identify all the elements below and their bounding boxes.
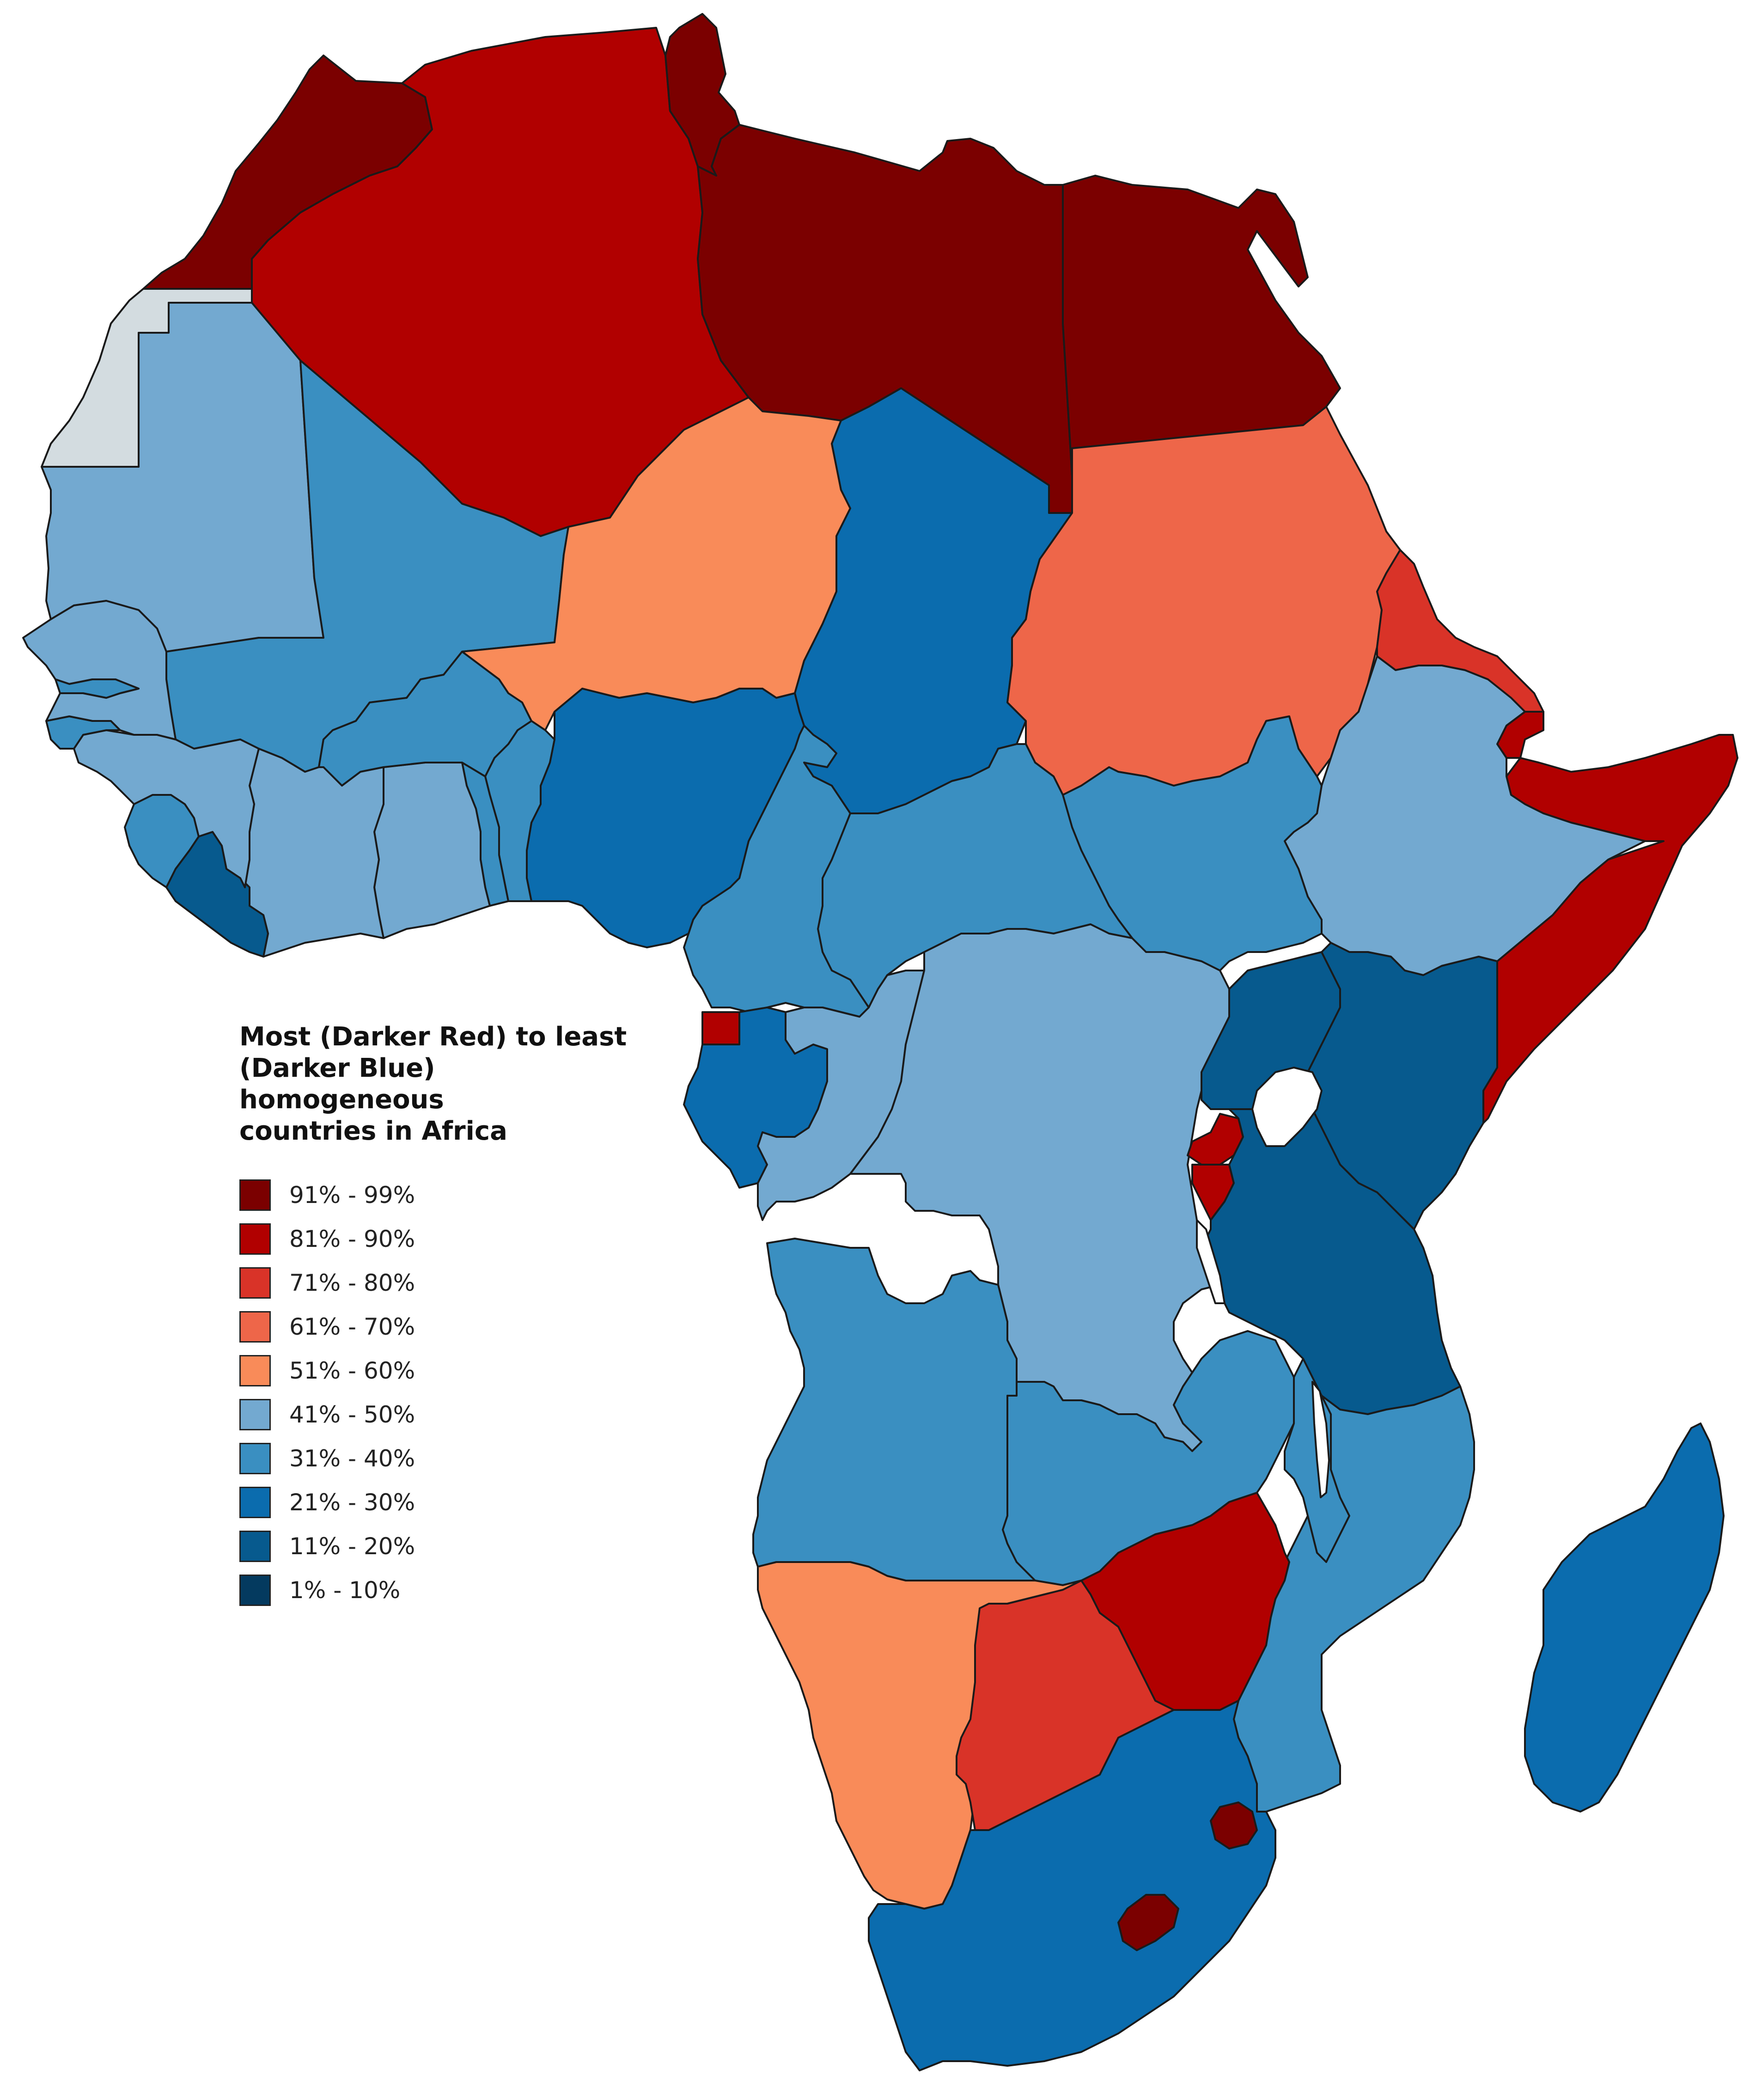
region-equatorial-guinea: [701, 1011, 740, 1045]
legend-label: 31% - 40%: [289, 1445, 415, 1472]
region-tunisia: [665, 13, 740, 177]
legend-item: 1% - 10%: [239, 1568, 655, 1612]
legend-swatch: [239, 1442, 271, 1474]
legend-swatch: [239, 1267, 271, 1299]
legend-label: 41% - 50%: [289, 1401, 415, 1428]
region-lesotho: [1117, 1894, 1179, 1951]
region-kenya: [1302, 942, 1498, 1230]
legend-swatch: [239, 1355, 271, 1386]
legend-swatch: [239, 1530, 271, 1562]
region-angola: [752, 1238, 1036, 1581]
legend-items: 91% - 99% 81% - 90% 71% - 80% 61% - 70% …: [239, 1173, 655, 1612]
region-mauritania: [41, 302, 324, 653]
region-south-africa: [868, 1700, 1276, 2071]
legend-label: 91% - 99%: [289, 1181, 415, 1209]
legend-label: 61% - 70%: [289, 1313, 415, 1340]
lake-tanganyika: [1196, 1219, 1226, 1304]
legend-label: 51% - 60%: [289, 1357, 415, 1384]
legend-label: 1% - 10%: [289, 1576, 401, 1604]
region-eswatini: [1210, 1801, 1258, 1850]
legend: Most (Darker Red) to least (Darker Blue)…: [239, 1021, 655, 1612]
region-gambia: [55, 678, 140, 699]
legend-swatch: [239, 1398, 271, 1430]
region-zambia: [1002, 1330, 1295, 1586]
region-madagascar: [1524, 1422, 1725, 1813]
legend-item: 11% - 20%: [239, 1524, 655, 1568]
legend-item: 91% - 99%: [239, 1173, 655, 1217]
legend-item: 31% - 40%: [239, 1436, 655, 1480]
legend-item: 41% - 50%: [239, 1392, 655, 1436]
legend-swatch: [239, 1574, 271, 1606]
legend-title-line-3: countries in Africa: [239, 1116, 507, 1146]
lake-malawi: [1311, 1381, 1330, 1498]
legend-item: 51% - 60%: [239, 1349, 655, 1392]
legend-item: 81% - 90%: [239, 1217, 655, 1261]
legend-swatch: [239, 1486, 271, 1518]
legend-label: 11% - 20%: [289, 1532, 415, 1560]
legend-label: 81% - 90%: [289, 1225, 415, 1252]
legend-item: 61% - 70%: [239, 1305, 655, 1349]
legend-label: 71% - 80%: [289, 1269, 415, 1296]
legend-title-line-2: (Darker Blue) homogeneous: [239, 1053, 444, 1115]
legend-item: 71% - 80%: [239, 1261, 655, 1305]
legend-swatch: [239, 1223, 271, 1255]
region-guinea: [73, 729, 260, 888]
lake-victoria: [1251, 1067, 1323, 1147]
legend-swatch: [239, 1179, 271, 1211]
legend-swatch: [239, 1311, 271, 1343]
legend-item: 21% - 30%: [239, 1480, 655, 1524]
legend-label: 21% - 30%: [289, 1489, 415, 1516]
legend-title-line-1: Most (Darker Red) to least: [239, 1022, 627, 1052]
legend-title: Most (Darker Red) to least (Darker Blue)…: [239, 1021, 646, 1147]
